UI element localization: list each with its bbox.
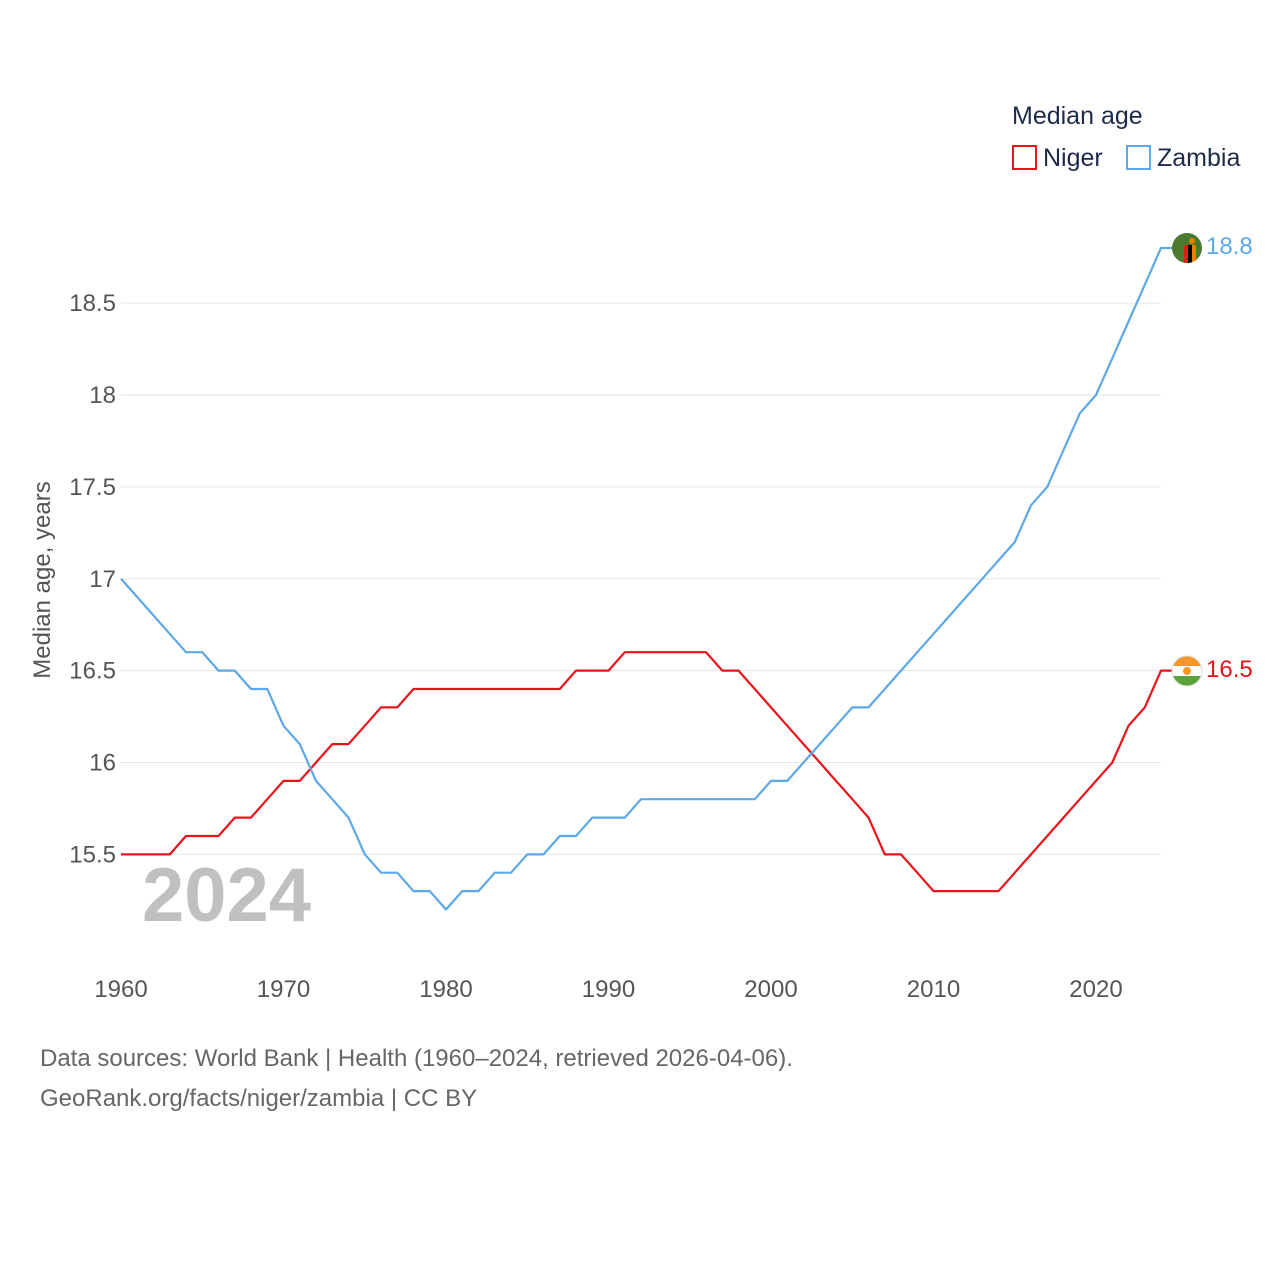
y-axis-ticks: 15.5 16 16.5 17 17.5 18 18.5 xyxy=(69,290,116,868)
gridlines xyxy=(121,302,1161,855)
x-tick-label: 1990 xyxy=(582,976,635,1003)
y-tick-label: 18.5 xyxy=(69,290,116,317)
y-tick-label: 16.5 xyxy=(69,658,116,685)
legend-swatch-niger xyxy=(1012,145,1037,170)
series-line-zambia xyxy=(120,246,1172,911)
legend-title: Median age xyxy=(1012,102,1143,130)
legend-swatch-zambia xyxy=(1126,145,1151,170)
series-lines xyxy=(120,246,1172,911)
x-axis-ticks: 1960 1970 1980 1990 2000 2010 2020 xyxy=(94,976,1122,1003)
legend: Median age Niger Zambia xyxy=(1012,102,1240,172)
x-tick-label: 1970 xyxy=(257,976,310,1003)
y-tick-label: 17 xyxy=(89,566,116,593)
x-tick-label: 1960 xyxy=(94,976,147,1003)
y-axis-title: Median age, years xyxy=(29,481,56,678)
x-tick-label: 2000 xyxy=(744,976,797,1003)
zambia-flag-icon xyxy=(1172,233,1202,263)
y-tick-label: 17.5 xyxy=(69,474,116,501)
legend-label-zambia: Zambia xyxy=(1157,144,1240,172)
legend-label-niger: Niger xyxy=(1043,144,1103,172)
x-tick-label: 1980 xyxy=(419,976,472,1003)
year-label: 2024 xyxy=(142,853,311,938)
y-tick-label: 16 xyxy=(89,750,116,777)
y-tick-label: 15.5 xyxy=(69,841,116,868)
x-tick-label: 2010 xyxy=(907,976,960,1003)
x-tick-label: 2020 xyxy=(1069,976,1122,1003)
credit-line: GeoRank.org/facts/niger/zambia | CC BY xyxy=(40,1085,478,1112)
niger-end-value: 16.5 xyxy=(1206,656,1253,683)
y-tick-label: 18 xyxy=(89,382,116,409)
series-line-niger xyxy=(121,651,1172,893)
zambia-end-value: 18.8 xyxy=(1206,233,1253,260)
niger-flag-icon xyxy=(1171,655,1203,687)
data-source-note: Data sources: World Bank | Health (1960–… xyxy=(40,1045,793,1072)
